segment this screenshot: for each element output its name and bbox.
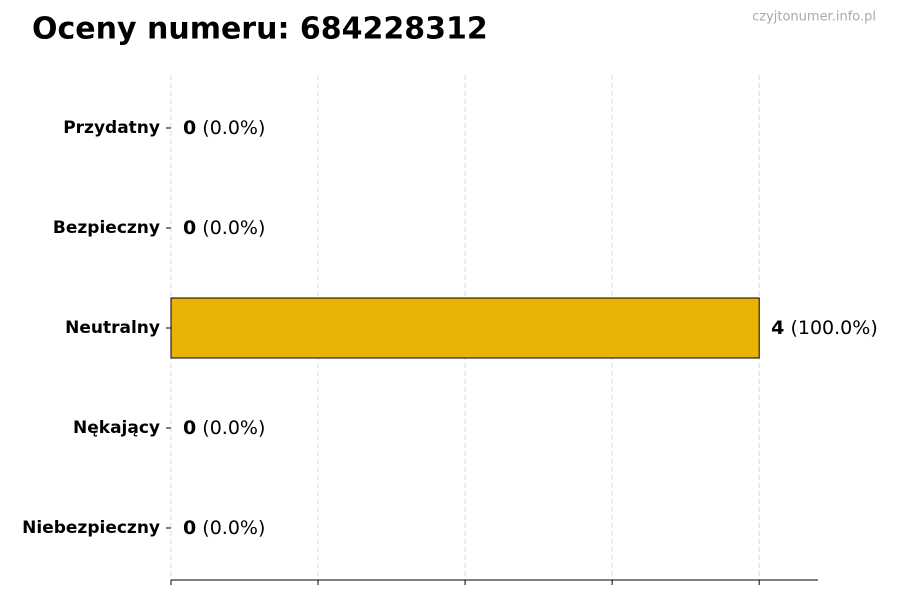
percent-label: (0.0%)	[202, 117, 265, 139]
value-label: 4 (100.0%)	[771, 317, 878, 339]
value-label: 0 (0.0%)	[183, 517, 265, 539]
watermark: czyjtonumer.info.pl	[752, 10, 876, 25]
value-label: 0 (0.0%)	[183, 217, 265, 239]
y-tick-label: Nękający	[73, 418, 160, 438]
y-tick-label: Neutralny	[65, 318, 160, 338]
percent-label: (0.0%)	[202, 217, 265, 239]
percent-label: (0.0%)	[202, 417, 265, 439]
y-tick-label: Przydatny	[63, 118, 160, 138]
y-tick-label: Niebezpieczny	[22, 518, 160, 538]
value-number: 4	[771, 317, 784, 339]
value-number: 0	[183, 517, 196, 539]
y-tick-label: Bezpieczny	[53, 218, 160, 238]
value-label: 0 (0.0%)	[183, 417, 265, 439]
chart-title: Oceny numeru: 684228312	[32, 12, 488, 47]
percent-label: (100.0%)	[790, 317, 877, 339]
value-number: 0	[183, 117, 196, 139]
percent-label: (0.0%)	[202, 517, 265, 539]
value-number: 0	[183, 217, 196, 239]
value-label: 0 (0.0%)	[183, 117, 265, 139]
bar	[170, 297, 760, 359]
value-number: 0	[183, 417, 196, 439]
